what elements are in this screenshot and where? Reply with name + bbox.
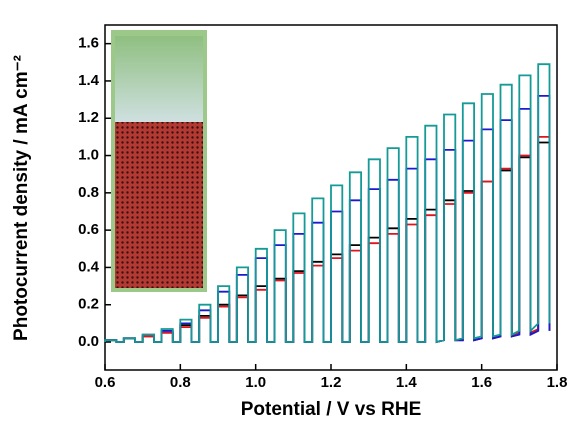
y-tick-label: 0.4 [78,258,100,275]
x-tick-label: 1.2 [321,374,342,391]
y-axis-label: Photocurrent density / mA cm⁻² [11,55,32,341]
y-tick-label: 0.2 [78,296,99,313]
x-tick-label: 1.6 [471,374,492,391]
y-tick-label: 1.2 [78,109,99,126]
y-tick-label: 1.6 [78,35,99,52]
x-axis-label: Potential / V vs RHE [241,399,422,420]
y-tick-label: 0.6 [78,221,99,238]
x-tick-label: 1.0 [245,374,266,391]
x-tick-label: 1.4 [396,374,418,391]
x-tick-label: 0.8 [170,374,191,391]
y-tick-label: 0.0 [78,333,99,350]
x-tick-label: 1.8 [547,374,568,391]
photocurrent-line [104,63,551,344]
y-tick-label: 1.4 [78,72,100,89]
x-tick-label: 0.6 [95,374,116,391]
inset-image [111,30,207,292]
y-tick-label: 1.0 [78,147,99,164]
y-tick-label: 0.8 [78,184,99,201]
